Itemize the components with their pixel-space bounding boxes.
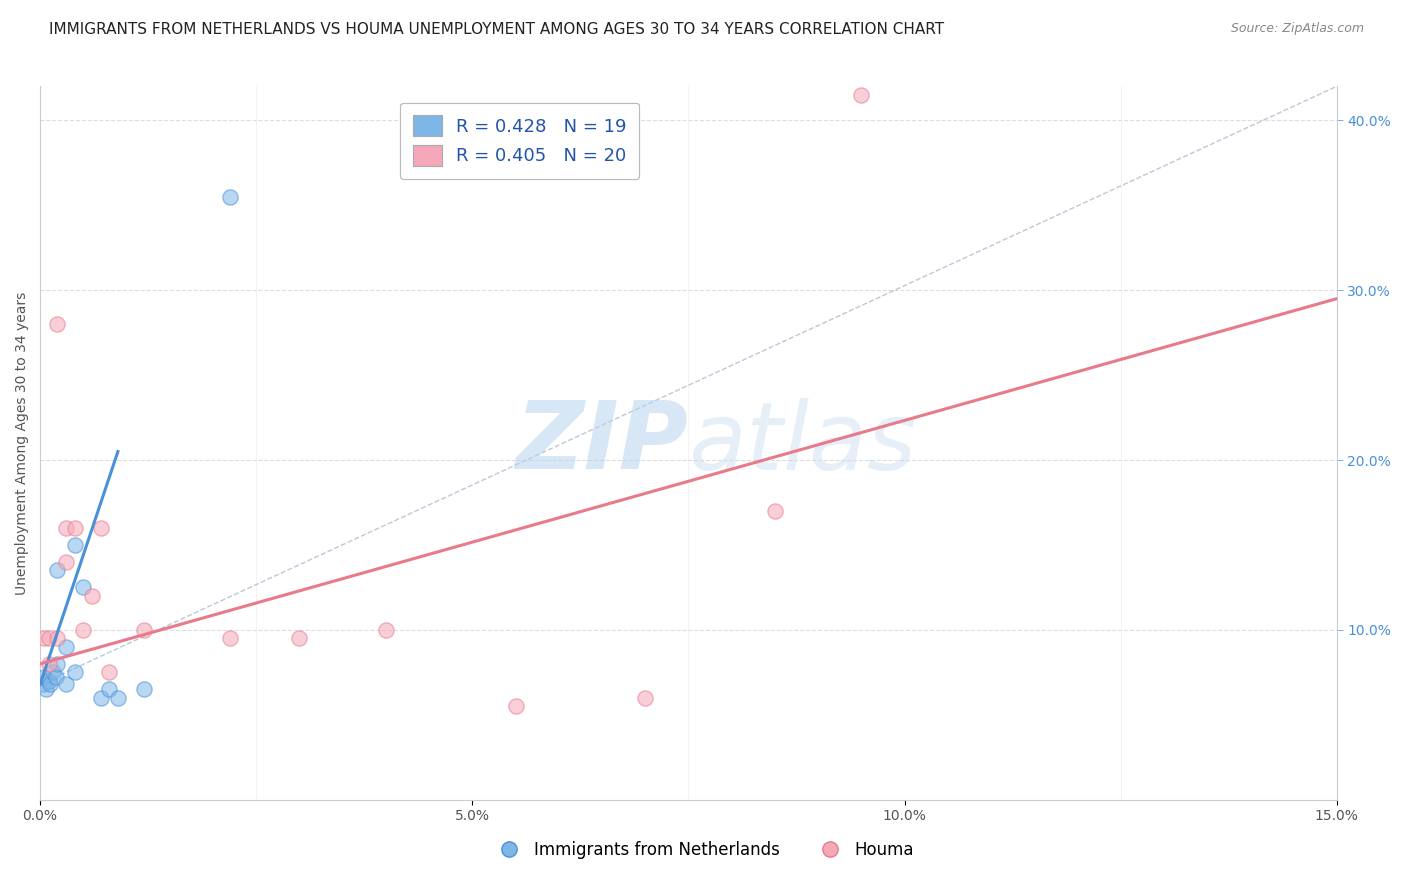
- Point: [374, 623, 396, 637]
- Point: [72, 623, 94, 637]
- Point: [39, 677, 62, 691]
- Point: [31, 677, 53, 691]
- Point: [851, 87, 873, 102]
- Text: IMMIGRANTS FROM NETHERLANDS VS HOUMA UNEMPLOYMENT AMONG AGES 30 TO 34 YEARS CORR: IMMIGRANTS FROM NETHERLANDS VS HOUMA UNE…: [49, 22, 945, 37]
- Point: [80, 589, 103, 603]
- Point: [132, 682, 155, 697]
- Text: Source: ZipAtlas.com: Source: ZipAtlas.com: [1230, 22, 1364, 36]
- Point: [132, 623, 155, 637]
- Point: [63, 521, 86, 535]
- Point: [38, 673, 60, 688]
- Point: [107, 690, 129, 705]
- Legend: Immigrants from Netherlands, Houma: Immigrants from Netherlands, Houma: [485, 835, 921, 866]
- Point: [288, 632, 311, 646]
- Point: [90, 521, 112, 535]
- Point: [38, 632, 60, 646]
- Point: [46, 657, 69, 671]
- Point: [42, 665, 65, 680]
- Point: [46, 632, 69, 646]
- Point: [45, 670, 67, 684]
- Point: [55, 677, 77, 691]
- Point: [90, 690, 112, 705]
- Text: atlas: atlas: [689, 398, 917, 489]
- Point: [63, 665, 86, 680]
- Point: [219, 632, 242, 646]
- Point: [634, 690, 657, 705]
- Point: [98, 682, 121, 697]
- Point: [505, 699, 527, 714]
- Point: [34, 632, 56, 646]
- Text: ZIP: ZIP: [516, 397, 689, 489]
- Point: [63, 538, 86, 552]
- Point: [98, 665, 121, 680]
- Point: [46, 317, 69, 331]
- Y-axis label: Unemployment Among Ages 30 to 34 years: Unemployment Among Ages 30 to 34 years: [15, 292, 30, 595]
- Point: [55, 521, 77, 535]
- Point: [72, 581, 94, 595]
- Point: [35, 682, 58, 697]
- Legend: R = 0.428   N = 19, R = 0.405   N = 20: R = 0.428 N = 19, R = 0.405 N = 20: [401, 103, 640, 178]
- Point: [763, 504, 786, 518]
- Point: [219, 190, 242, 204]
- Point: [55, 640, 77, 654]
- Point: [38, 657, 60, 671]
- Point: [46, 564, 69, 578]
- Point: [34, 670, 56, 684]
- Point: [55, 555, 77, 569]
